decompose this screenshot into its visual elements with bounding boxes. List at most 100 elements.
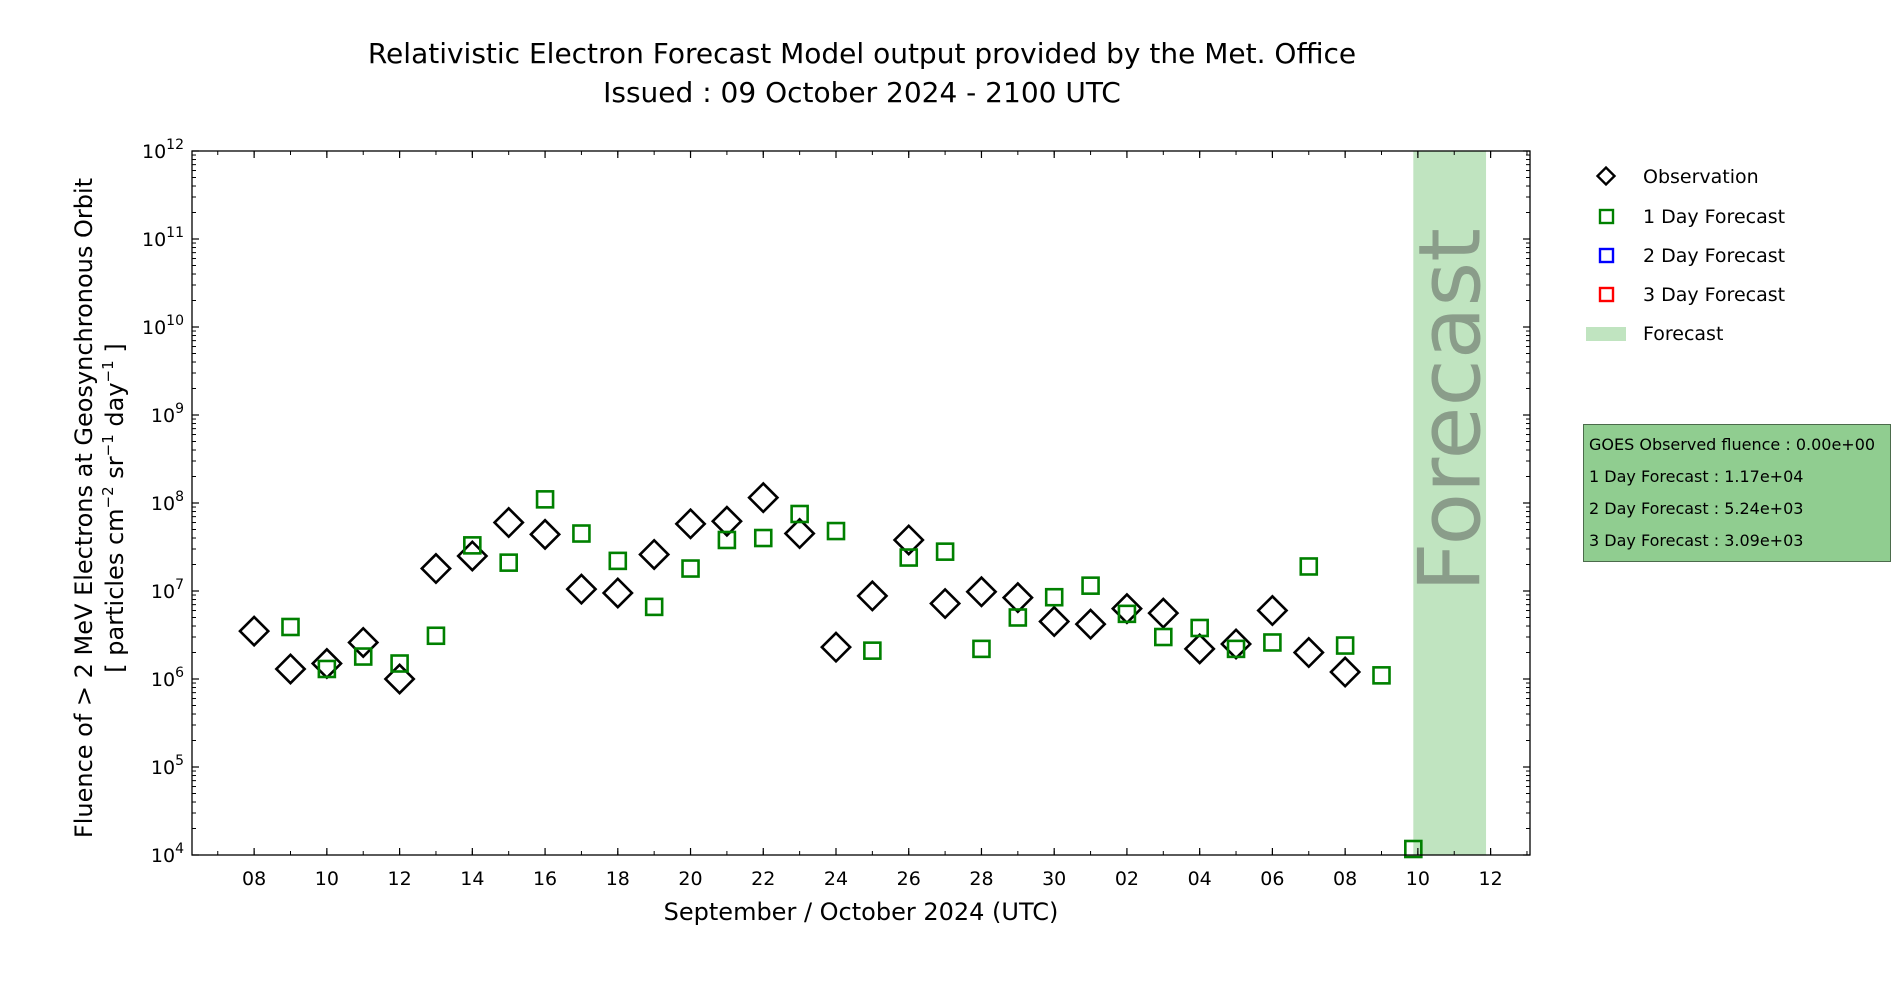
observation-point [783,517,816,550]
x-tick-label: 26 [897,868,921,890]
observation-point [238,615,271,648]
legend-diamond-icon [1595,165,1617,187]
observation-point [710,505,743,538]
forecast-point [1117,604,1137,624]
legend-square-icon-green [1598,208,1615,225]
forecast-point [390,654,409,673]
y-label-mid2: day [101,382,129,434]
observation-point [456,540,489,572]
x-tick-label: 22 [751,868,775,890]
series-1-day-forecast [281,490,1423,859]
y-label-mid1: sr [101,456,129,486]
y-tick-exponent: 10 [166,313,184,329]
forecast-point [535,490,555,509]
data-markers [238,481,1423,859]
y-tick-label: 107 [151,577,184,603]
forecast-point [826,521,846,541]
legend: Observation 1 Day Forecast 2 Day Forecas… [1586,165,1785,345]
observation-point [310,647,343,680]
y-tick-exponent: 4 [175,841,184,857]
observation-point [1220,628,1253,660]
observation-point [1001,581,1034,614]
y-tick-base: 10 [151,669,175,691]
x-axis-label: September / October 2024 (UTC) [664,898,1059,926]
y-tick-base: 10 [142,229,166,251]
observation-point [747,481,780,514]
forecast-band-label: Forecast [1401,228,1501,592]
y-tick-exponent: 11 [166,225,184,241]
info-goes-observed: GOES Observed fluence : 0.00e+00 [1589,435,1876,454]
y-tick-label: 106 [151,665,184,691]
observation-point [492,506,525,539]
y-tick-base: 10 [151,581,175,603]
x-axis-ticks: 08 10 12 14 16 18 20 22 24 26 28 30 02 04 06 08 10 12 [217,151,1528,890]
chart-title: Relativistic Electron Forecast Model out… [368,37,1356,70]
forecast-point [1044,587,1064,607]
forecast-point [1372,666,1391,685]
observation-point [638,538,671,571]
x-tick-label: 18 [606,868,630,890]
y-label-prefix: [ particles cm [101,508,129,672]
observation-point [929,587,962,620]
x-tick-label: 02 [1115,868,1139,890]
forecast-point [1404,839,1423,859]
y-tick-exponent: 12 [166,137,184,153]
legend-square-icon-red [1598,286,1615,303]
x-tick-label: 08 [1333,868,1357,890]
observation-point [1110,592,1143,625]
forecast-point [935,542,955,561]
forecast-point [899,548,919,567]
x-tick-label: 28 [969,868,993,890]
fluence-info-box: GOES Observed fluence : 0.00e+00 1 Day F… [1583,424,1891,562]
forecast-point [972,639,991,659]
observation-point [820,631,852,664]
info-2day-forecast: 2 Day Forecast : 5.24e+03 [1589,499,1804,518]
legend-item-forecast: Forecast [1586,323,1723,345]
forecast-point [1154,627,1173,647]
forecast-point [426,626,446,646]
y-tick-base: 10 [151,405,175,427]
observation-point [1074,608,1107,641]
legend-label-1day: 1 Day Forecast [1643,206,1785,228]
y-tick-base: 10 [151,845,175,867]
x-tick-label: 10 [1406,868,1430,890]
x-tick-label: 12 [388,868,412,890]
y-tick-label: 109 [151,401,184,427]
y-tick-label: 1012 [142,137,184,163]
forecast-point [644,597,664,617]
observation-point [965,575,998,608]
forecast-point [281,617,300,637]
forecast-point [790,504,809,524]
observation-point [1256,594,1289,627]
y-tick-base: 10 [142,141,166,163]
x-tick-label: 20 [678,868,702,890]
forecast-point [499,553,518,572]
y-tick-exponent: 8 [175,489,184,505]
y-tick-label: 1011 [142,225,184,251]
observation-point [856,579,889,612]
observation-point [565,573,598,606]
legend-item-1day: 1 Day Forecast [1598,206,1785,228]
info-1day-forecast: 1 Day Forecast : 1.17e+04 [1589,467,1804,486]
plot-frame [191,150,1531,856]
y-tick-label: 1010 [142,313,184,339]
observation-point [674,507,707,540]
legend-item-observation: Observation [1595,165,1759,188]
x-tick-label: 08 [242,868,266,890]
x-tick-label: 30 [1042,868,1066,890]
y-tick-label: 105 [151,753,184,779]
observation-point [1183,632,1216,665]
legend-label-observation: Observation [1643,166,1759,188]
forecast-point [608,551,628,571]
y-label-exp3: −1 [99,360,117,382]
forecast-point [863,641,882,660]
y-tick-base: 10 [151,493,175,515]
y-tick-base: 10 [142,317,166,339]
forecast-point [753,528,773,548]
observation-point [274,652,307,685]
info-3day-forecast: 3 Day Forecast : 3.09e+03 [1589,531,1804,550]
forecast-band [1413,151,1487,855]
forecast-point [463,536,482,555]
